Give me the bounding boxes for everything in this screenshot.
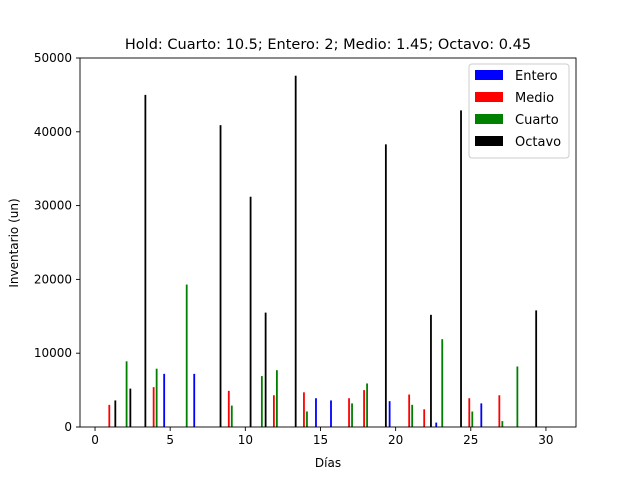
legend-label-octavo: Octavo [515, 135, 561, 150]
y-tick-label-2: 20000 [34, 272, 72, 286]
y-tick-label-3: 30000 [34, 199, 72, 213]
bar-cuarto-12 [501, 421, 504, 427]
bar-medio-10 [498, 395, 501, 427]
bar-octavo-0 [114, 400, 117, 427]
bar-octavo-4 [249, 196, 252, 427]
bar-octavo-6 [294, 75, 297, 428]
bar-cuarto-9 [411, 404, 414, 427]
bar-octavo-7 [384, 144, 387, 427]
series-medio [108, 387, 501, 427]
y-axis-label: Inventario (un) [7, 198, 21, 287]
bar-entero-2 [315, 398, 317, 427]
y-tick-label-1: 10000 [34, 346, 72, 360]
bar-octavo-3 [219, 125, 222, 427]
legend-swatch-entero [475, 70, 503, 80]
bar-medio-5 [348, 398, 350, 427]
legend-label-entero: Entero [515, 69, 558, 84]
bar-cuarto-8 [366, 383, 368, 427]
y-tick-label-4: 40000 [34, 125, 72, 139]
legend-swatch-cuarto [475, 114, 503, 124]
bar-cuarto-10 [441, 339, 444, 427]
legend: Entero Medio Cuarto Octavo [468, 63, 570, 159]
bar-entero-3 [330, 400, 332, 427]
y-tick-label-0: 0 [64, 420, 72, 434]
bar-entero-1 [193, 373, 196, 427]
bar-octavo-9 [460, 110, 462, 428]
legend-label-cuarto: Cuarto [515, 113, 559, 128]
bar-cuarto-13 [516, 366, 519, 427]
bar-entero-5 [435, 422, 438, 427]
y-tick-label-5: 50000 [34, 51, 72, 65]
bar-medio-8 [423, 409, 426, 427]
legend-swatch-medio [475, 92, 503, 102]
x-tick-label-4: 20 [388, 433, 403, 447]
x-tick-label-1: 5 [166, 433, 174, 447]
x-axis-label: Días [315, 456, 341, 470]
plot-area [108, 75, 538, 428]
bar-entero-6 [480, 403, 483, 427]
bar-entero-4 [388, 401, 391, 427]
legend-label-medio: Medio [515, 91, 554, 106]
bar-medio-6 [363, 390, 365, 427]
bar-medio-7 [408, 394, 411, 427]
bar-octavo-10 [535, 310, 538, 427]
series-entero [163, 373, 483, 427]
bar-octavo-2 [144, 94, 147, 428]
x-tick-label-3: 15 [313, 433, 328, 447]
bar-cuarto-7 [351, 403, 353, 427]
bar-medio-4 [303, 392, 305, 427]
bar-cuarto-1 [155, 368, 158, 427]
bar-octavo-8 [430, 314, 432, 427]
bar-cuarto-5 [276, 370, 278, 427]
axes: 0 5 10 15 20 25 30 0 10000 20000 30000 40000 50000 [34, 51, 577, 447]
bar-medio-1 [152, 387, 155, 427]
bar-medio-9 [468, 398, 471, 427]
series-octavo [114, 75, 538, 428]
bar-cuarto-3 [230, 405, 233, 427]
bar-cuarto-4 [260, 376, 263, 427]
x-tick-label-5: 25 [463, 433, 478, 447]
bar-cuarto-11 [471, 411, 474, 427]
x-tick-label-6: 30 [538, 433, 553, 447]
series-cuarto [125, 284, 519, 427]
bar-medio-3 [272, 395, 275, 427]
x-tick-label-2: 10 [238, 433, 253, 447]
bar-medio-2 [227, 390, 230, 427]
bar-octavo-1 [129, 388, 132, 427]
chart-title: Hold: Cuarto: 10.5; Entero: 2; Medio: 1.… [125, 37, 531, 53]
bar-cuarto-2 [185, 284, 188, 427]
bar-octavo-5 [264, 312, 267, 427]
plot-frame [79, 57, 577, 428]
legend-box [468, 63, 570, 159]
bar-medio-0 [108, 404, 111, 427]
x-tick-label-0: 0 [91, 433, 99, 447]
bar-cuarto-6 [306, 411, 308, 427]
bar-entero-0 [163, 373, 166, 427]
bar-cuarto-0 [125, 361, 128, 427]
legend-swatch-octavo [475, 136, 503, 146]
